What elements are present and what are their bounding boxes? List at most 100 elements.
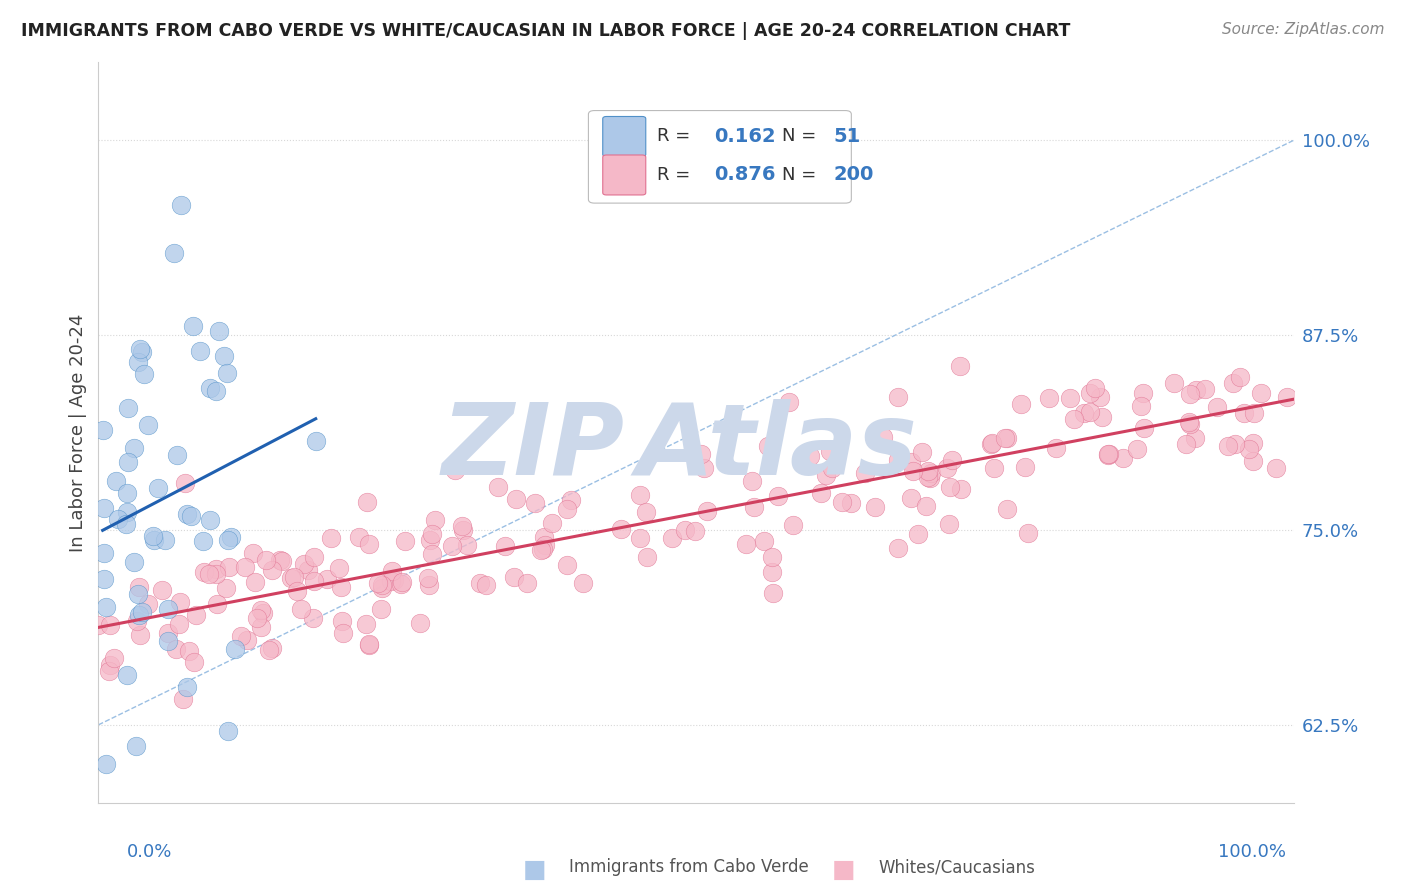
Point bbox=[628, 531, 651, 545]
Point bbox=[131, 345, 153, 359]
Text: 200: 200 bbox=[834, 166, 873, 185]
Point bbox=[242, 546, 264, 560]
Text: ZIP: ZIP bbox=[441, 399, 624, 496]
Point bbox=[419, 533, 441, 547]
Point bbox=[198, 566, 221, 581]
Point bbox=[534, 537, 557, 551]
Point bbox=[1178, 417, 1201, 431]
Point bbox=[148, 481, 170, 495]
Point bbox=[920, 466, 942, 480]
Point bbox=[219, 530, 242, 544]
Text: 0.162: 0.162 bbox=[714, 127, 776, 146]
Point bbox=[821, 461, 844, 475]
Point bbox=[917, 469, 939, 483]
Point bbox=[260, 562, 283, 576]
Point bbox=[761, 565, 783, 579]
Point bbox=[741, 475, 763, 489]
Text: Immigrants from Cabo Verde: Immigrants from Cabo Verde bbox=[569, 858, 810, 876]
Point bbox=[176, 680, 198, 694]
Point bbox=[389, 577, 412, 591]
Point bbox=[302, 574, 325, 588]
Point bbox=[418, 578, 440, 592]
Text: R =: R = bbox=[657, 128, 696, 145]
Point bbox=[983, 460, 1005, 475]
Point bbox=[494, 539, 516, 553]
Point bbox=[328, 561, 350, 575]
Point bbox=[233, 560, 256, 574]
Point bbox=[634, 505, 657, 519]
Point bbox=[1045, 441, 1067, 455]
Point bbox=[382, 573, 405, 587]
Point bbox=[128, 342, 150, 356]
Point bbox=[250, 620, 273, 634]
Point bbox=[357, 637, 380, 651]
Point bbox=[122, 441, 145, 455]
Point bbox=[936, 460, 959, 475]
Point bbox=[917, 463, 939, 477]
Point bbox=[97, 665, 120, 679]
Point bbox=[661, 531, 683, 545]
FancyBboxPatch shape bbox=[589, 111, 852, 203]
Point bbox=[903, 464, 925, 478]
Point bbox=[93, 572, 115, 586]
Point bbox=[693, 461, 716, 475]
Point bbox=[502, 570, 524, 584]
Point bbox=[1241, 453, 1264, 467]
Point bbox=[217, 366, 239, 380]
Point bbox=[165, 641, 187, 656]
Point bbox=[180, 508, 202, 523]
Point bbox=[98, 617, 121, 632]
Point bbox=[347, 530, 370, 544]
Point bbox=[1163, 376, 1185, 390]
Point bbox=[1241, 436, 1264, 450]
Point bbox=[205, 384, 228, 398]
Point bbox=[94, 600, 117, 615]
Point bbox=[367, 575, 389, 590]
Point bbox=[188, 344, 211, 359]
Point bbox=[169, 595, 191, 609]
Point bbox=[87, 617, 110, 632]
Point bbox=[215, 581, 238, 595]
Point bbox=[444, 463, 467, 477]
Point bbox=[1084, 381, 1107, 395]
Point bbox=[1126, 442, 1149, 457]
Point bbox=[911, 444, 934, 458]
Point bbox=[260, 640, 283, 655]
Point bbox=[157, 601, 180, 615]
Point bbox=[370, 601, 392, 615]
Point bbox=[380, 574, 402, 589]
Point bbox=[243, 575, 266, 590]
Point bbox=[1264, 461, 1286, 475]
Point bbox=[468, 576, 491, 591]
Point bbox=[224, 642, 246, 657]
Point bbox=[134, 367, 156, 381]
Point bbox=[799, 449, 821, 463]
Point bbox=[356, 616, 378, 631]
Point bbox=[163, 245, 186, 260]
Point bbox=[231, 629, 253, 643]
Point bbox=[103, 651, 125, 665]
Text: R =: R = bbox=[657, 166, 696, 184]
Point bbox=[198, 513, 221, 527]
Point bbox=[450, 518, 472, 533]
FancyBboxPatch shape bbox=[603, 155, 645, 195]
Point bbox=[1229, 370, 1251, 384]
Point bbox=[181, 318, 204, 333]
Point bbox=[283, 570, 305, 584]
Point bbox=[93, 501, 115, 516]
Point bbox=[356, 494, 378, 508]
Point bbox=[505, 491, 527, 506]
Point bbox=[853, 466, 876, 480]
Point bbox=[533, 530, 555, 544]
Point bbox=[994, 431, 1017, 445]
Point bbox=[359, 638, 381, 652]
Point bbox=[423, 513, 446, 527]
Point bbox=[259, 643, 281, 657]
Point bbox=[217, 724, 239, 739]
Point bbox=[191, 533, 214, 548]
Point bbox=[98, 657, 121, 672]
Point bbox=[752, 533, 775, 548]
Point bbox=[1178, 387, 1201, 401]
Point bbox=[636, 549, 658, 564]
Point bbox=[980, 436, 1002, 450]
